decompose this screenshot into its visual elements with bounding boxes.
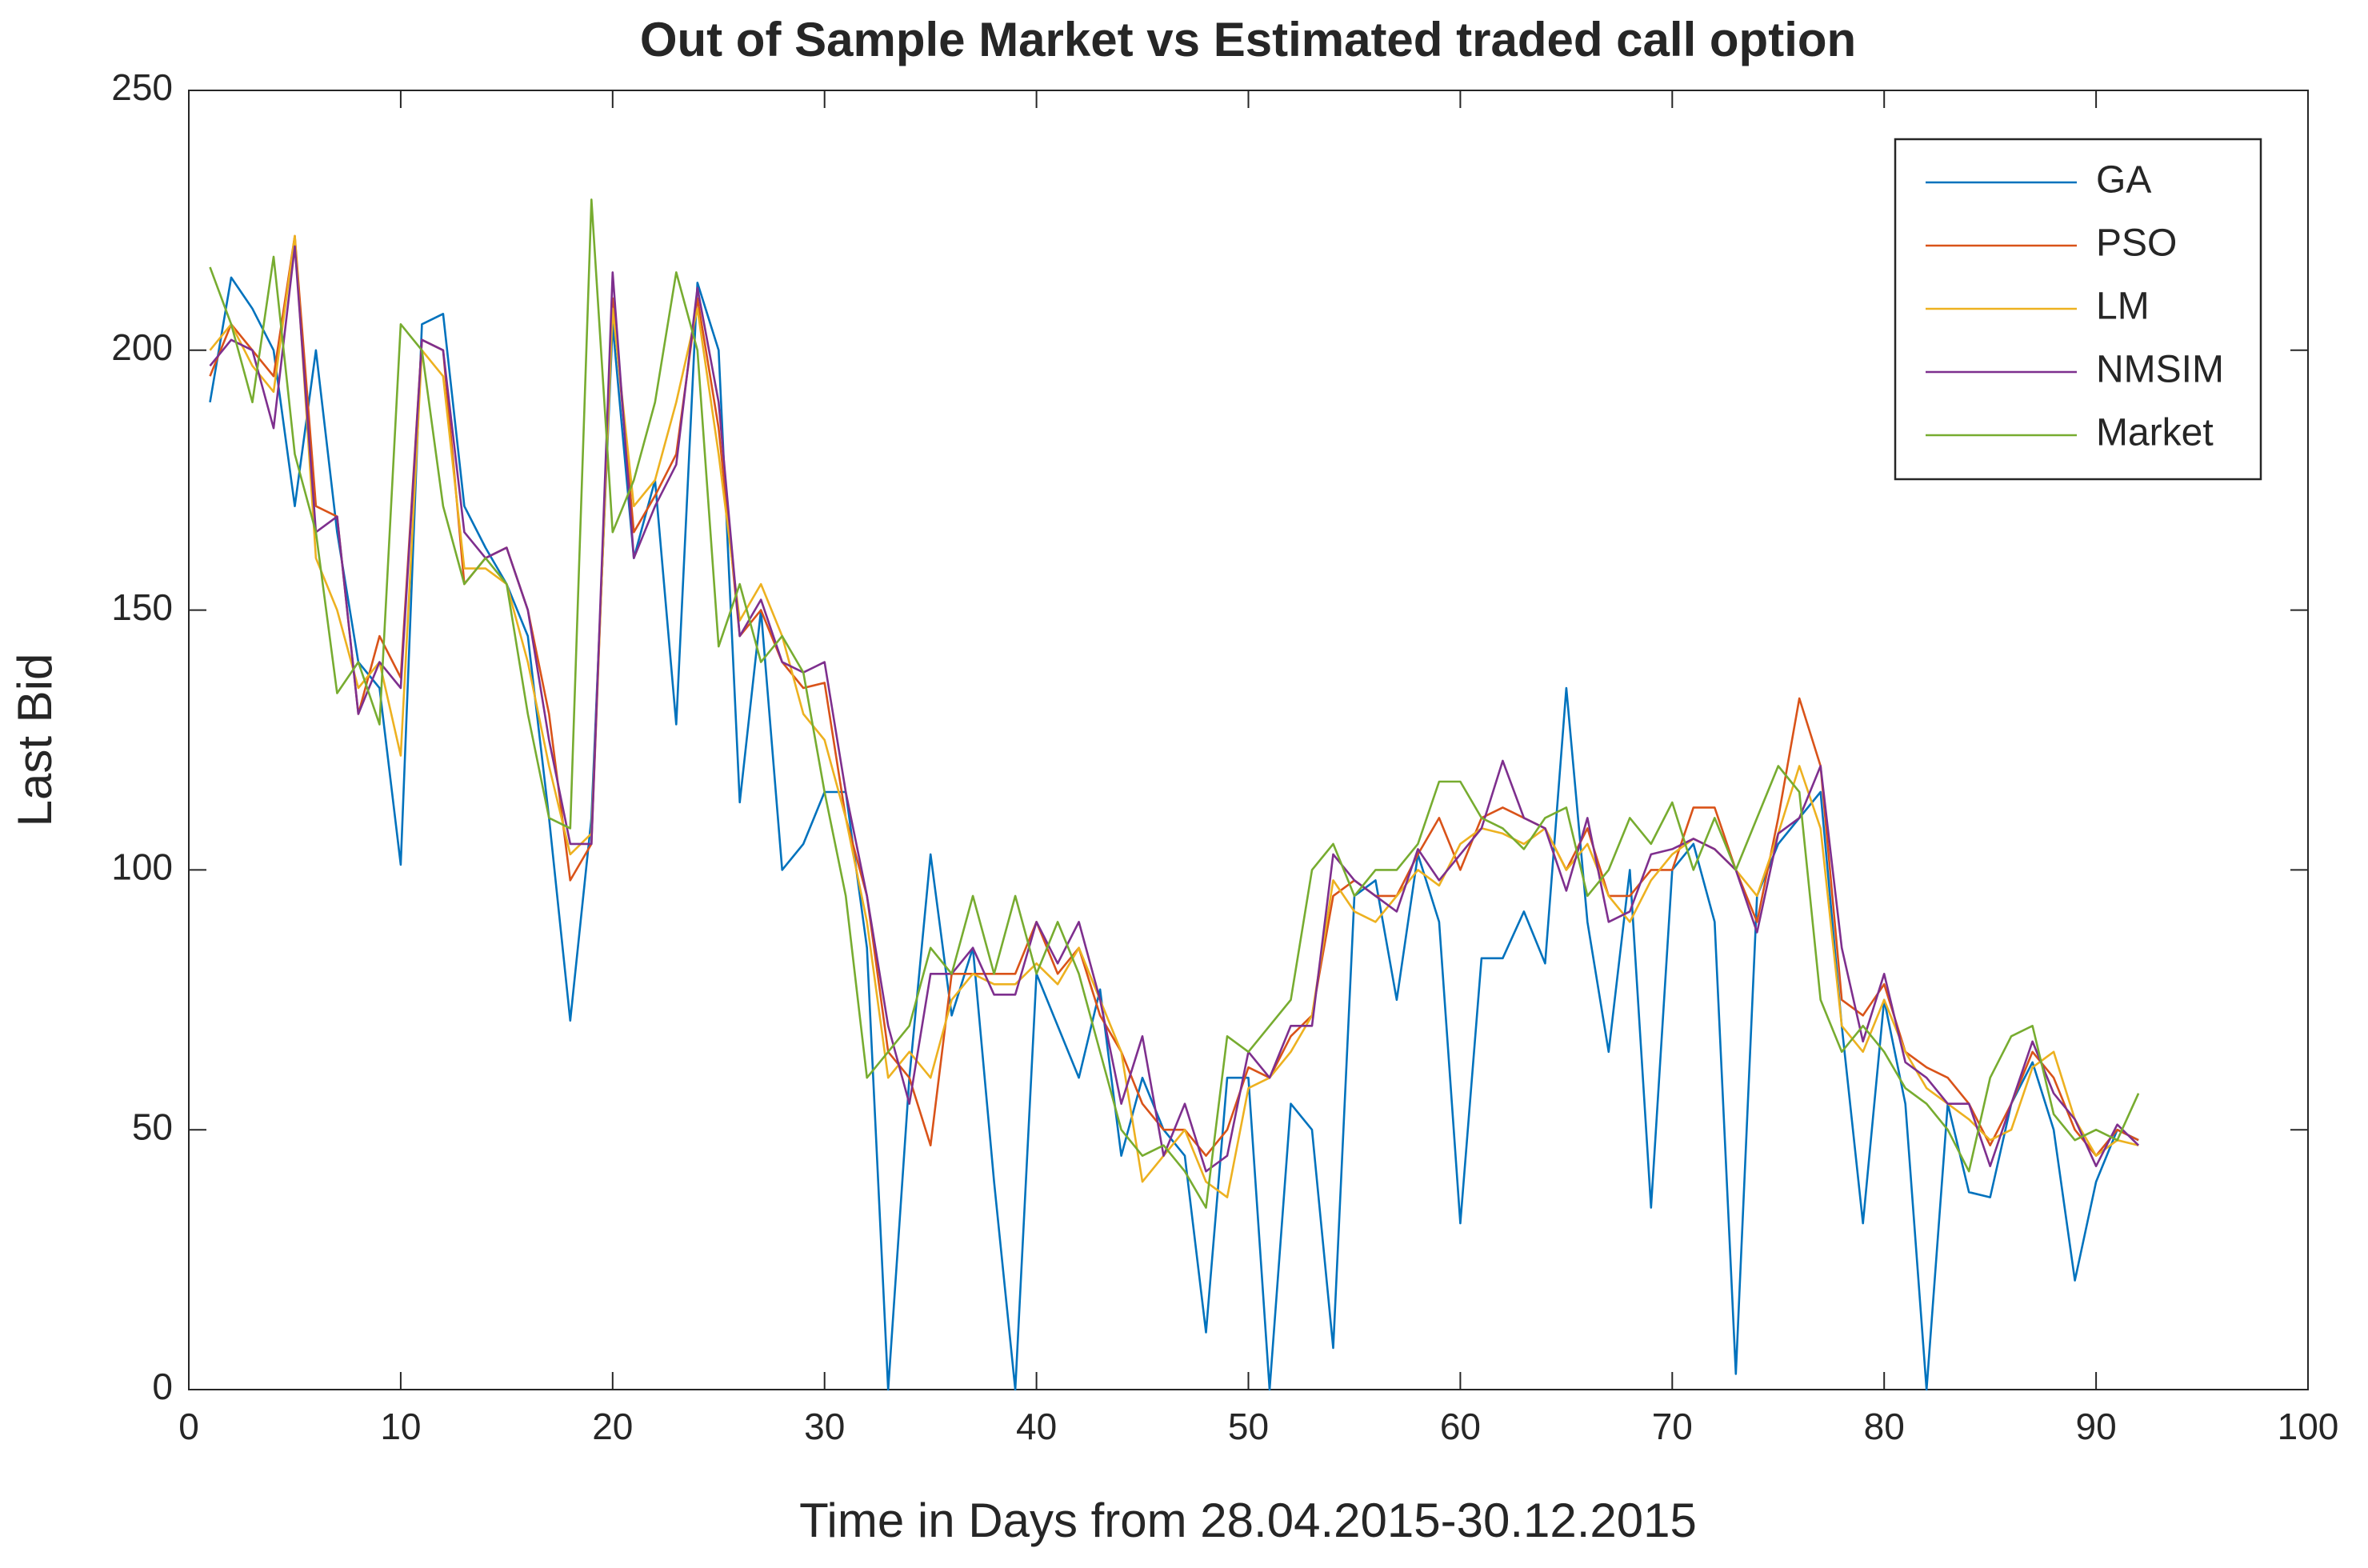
x-tick-label: 80 [1864,1406,1905,1447]
x-tick-label: 70 [1652,1406,1693,1447]
series-line [209,234,2139,1198]
legend-label: Market [2096,412,2214,454]
x-tick-label: 10 [380,1406,421,1447]
x-tick-label: 20 [592,1406,633,1447]
series-line [209,245,2140,1173]
y-tick-label: 150 [111,586,173,628]
x-tick-label: 60 [1440,1406,1481,1447]
y-tick-label: 100 [111,846,173,888]
x-tick-label: 90 [2076,1406,2117,1447]
legend-label: PSO [2096,222,2177,265]
y-tick-label: 250 [111,66,173,108]
y-tick-label: 200 [111,326,173,368]
legend-label: NMSIM [2096,349,2224,391]
y-tick-label: 0 [152,1366,173,1407]
y-tick-label: 50 [132,1106,173,1147]
x-tick-label: 40 [1016,1406,1057,1447]
series-line [209,198,2140,1209]
x-tick-label: 100 [2278,1406,2339,1447]
x-tick-label: 0 [178,1406,199,1447]
y-axis-label: Last Bid [8,654,62,827]
legend-label: LM [2096,286,2150,328]
chart-title: Out of Sample Market vs Estimated traded… [640,13,1856,66]
x-axis-label: Time in Days from 28.04.2015-30.12.2015 [799,1494,1697,1547]
x-tick-label: 50 [1228,1406,1269,1447]
legend-label: GA [2096,159,2151,202]
x-tick-label: 30 [804,1406,845,1447]
